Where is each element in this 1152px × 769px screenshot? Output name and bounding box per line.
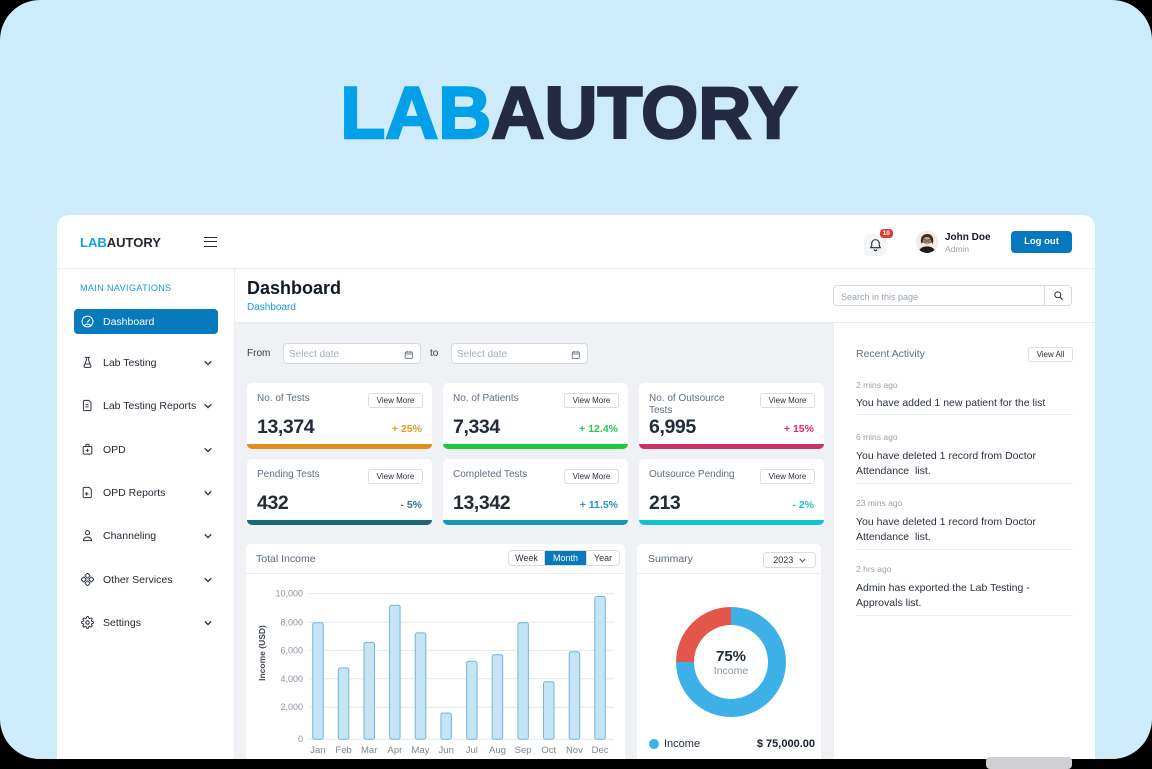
svg-text:6,000: 6,000 <box>280 645 303 655</box>
svg-text:Feb: Feb <box>335 745 351 756</box>
svg-text:8,000: 8,000 <box>280 617 303 627</box>
svg-text:10,000: 10,000 <box>275 589 303 599</box>
svg-text:Jan: Jan <box>310 745 325 756</box>
svg-text:Nov: Nov <box>566 745 583 756</box>
svg-text:Aug: Aug <box>489 745 506 756</box>
svg-text:Mar: Mar <box>361 745 377 756</box>
svg-text:4,000: 4,000 <box>280 674 303 684</box>
svg-text:0: 0 <box>298 734 303 744</box>
svg-text:Sep: Sep <box>515 745 532 756</box>
svg-text:Dec: Dec <box>592 745 609 756</box>
svg-text:Oct: Oct <box>541 745 556 756</box>
svg-text:2,000: 2,000 <box>280 702 303 712</box>
svg-text:May: May <box>412 745 430 756</box>
svg-text:Jul: Jul <box>466 745 478 756</box>
svg-text:Jun: Jun <box>439 745 454 756</box>
svg-text:Apr: Apr <box>388 745 403 756</box>
